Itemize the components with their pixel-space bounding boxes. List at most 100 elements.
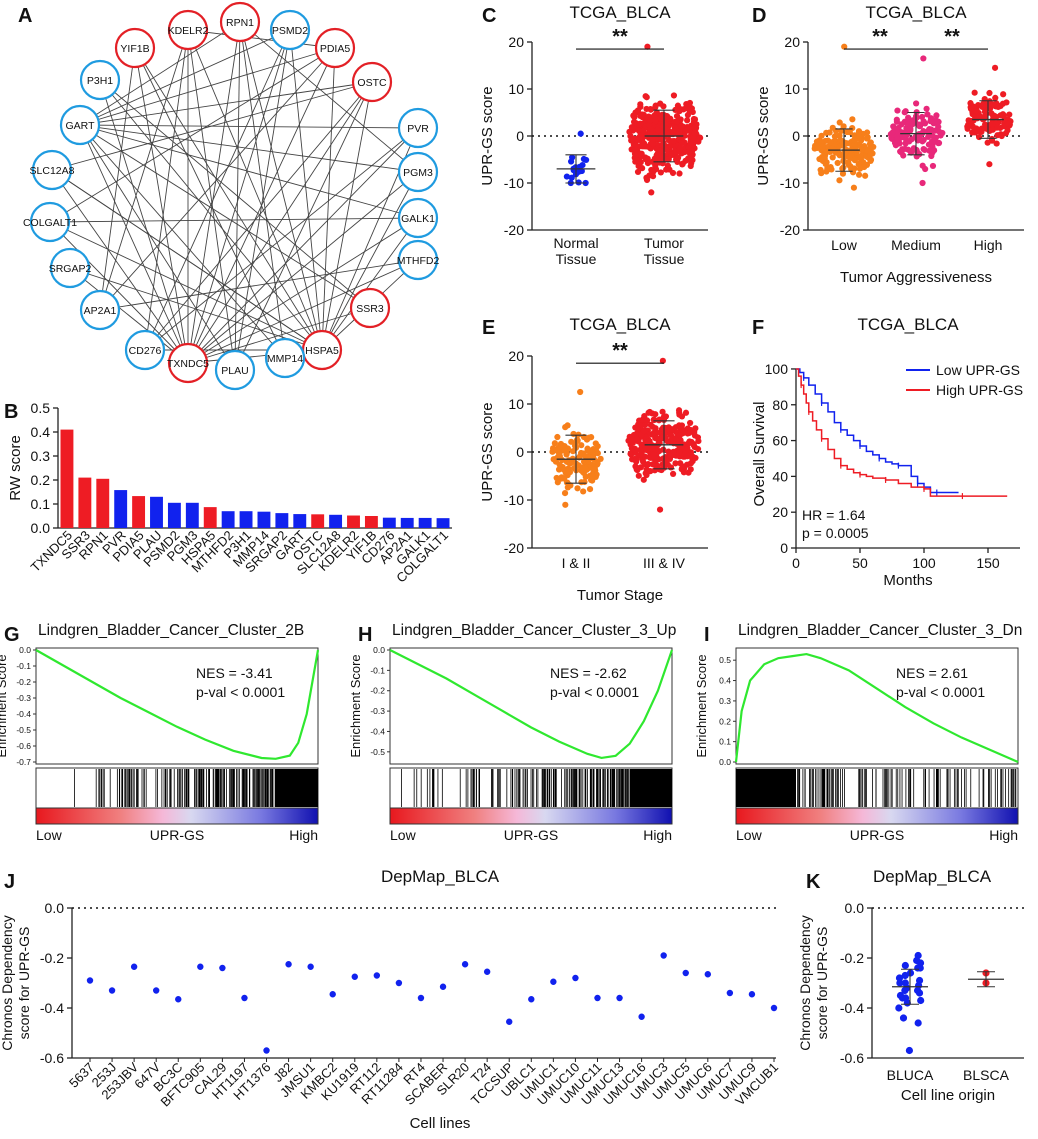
data-point bbox=[586, 486, 594, 493]
data-point bbox=[894, 136, 901, 143]
data-point bbox=[688, 105, 695, 112]
data-point bbox=[643, 176, 651, 184]
node-circle bbox=[79, 59, 121, 101]
nes-label: NES = -2.62 bbox=[550, 665, 627, 681]
data-point bbox=[616, 994, 623, 1002]
data-point bbox=[939, 129, 946, 137]
data-point bbox=[667, 143, 674, 150]
y-tick-label: -0.2 bbox=[40, 950, 64, 966]
data-point bbox=[972, 108, 979, 115]
y-axis-label: Chronos Dependencyscore for UPR-GS bbox=[0, 915, 32, 1050]
hazard-ratio: HR = 1.64 bbox=[802, 507, 866, 523]
data-point bbox=[858, 146, 865, 153]
y-tick-label: 0.0 bbox=[373, 645, 385, 655]
data-point bbox=[628, 436, 636, 443]
data-point bbox=[905, 114, 912, 121]
data-point bbox=[582, 156, 590, 164]
data-point bbox=[851, 141, 858, 148]
data-point bbox=[660, 952, 667, 959]
data-point bbox=[650, 429, 657, 436]
network-node: MTHFD2 bbox=[397, 239, 439, 281]
data-point bbox=[561, 447, 568, 454]
x-mid-label: UPR-GS bbox=[150, 827, 204, 843]
bar bbox=[132, 496, 146, 528]
node-circle bbox=[397, 197, 439, 239]
data-point bbox=[841, 43, 848, 50]
data-point bbox=[994, 132, 1001, 139]
hit-dense-region bbox=[276, 769, 318, 807]
data-point bbox=[580, 488, 587, 495]
chart-title: DepMap_BLCA bbox=[873, 867, 992, 886]
dot-group: High bbox=[964, 64, 1014, 253]
data-point bbox=[678, 425, 685, 432]
data-point bbox=[644, 43, 651, 50]
network-edge bbox=[51, 169, 323, 351]
data-point bbox=[687, 466, 694, 473]
data-point bbox=[914, 964, 922, 972]
network-edge bbox=[321, 171, 419, 351]
chart-title: Lindgren_Bladder_Cancer_Cluster_3_Up bbox=[392, 622, 676, 639]
node-label: P3H1 bbox=[87, 75, 113, 87]
data-point bbox=[219, 964, 226, 972]
data-point bbox=[814, 144, 821, 152]
data-point bbox=[551, 440, 558, 447]
network-edge bbox=[187, 259, 419, 364]
x-mid-label: UPR-GS bbox=[504, 827, 558, 843]
network-edge bbox=[79, 21, 241, 126]
data-point bbox=[639, 143, 646, 150]
b-y-tick-label: 0.4 bbox=[31, 424, 51, 440]
data-point bbox=[817, 166, 824, 174]
data-point bbox=[683, 461, 691, 468]
data-point bbox=[976, 133, 983, 141]
data-point bbox=[590, 465, 597, 473]
data-point bbox=[574, 436, 581, 444]
data-point bbox=[684, 111, 691, 119]
data-point bbox=[630, 112, 637, 119]
data-point bbox=[901, 109, 908, 116]
x-tick-label: Medium bbox=[891, 237, 941, 253]
y-label-line: Chronos Dependency bbox=[0, 915, 15, 1050]
data-point bbox=[528, 996, 535, 1003]
data-point bbox=[986, 89, 993, 97]
data-point bbox=[642, 444, 649, 452]
data-point bbox=[652, 104, 659, 111]
data-point bbox=[666, 452, 673, 459]
data-point bbox=[86, 977, 94, 984]
data-point bbox=[632, 142, 639, 149]
data-point bbox=[673, 118, 680, 125]
data-point bbox=[589, 477, 596, 484]
data-point bbox=[971, 89, 978, 96]
bar bbox=[400, 517, 414, 528]
data-point bbox=[905, 1046, 914, 1055]
data-point bbox=[1006, 111, 1013, 118]
bar bbox=[275, 513, 289, 528]
data-point bbox=[578, 442, 585, 449]
data-point bbox=[690, 137, 698, 144]
data-point bbox=[829, 154, 836, 161]
data-point bbox=[685, 149, 692, 156]
b-y-tick-label: 0.5 bbox=[31, 400, 51, 416]
panel-label: E bbox=[482, 317, 495, 339]
bar bbox=[257, 511, 271, 528]
data-point bbox=[633, 435, 640, 443]
network-node: PVR bbox=[397, 107, 439, 149]
data-point bbox=[574, 485, 581, 492]
data-point bbox=[652, 411, 659, 418]
data-point bbox=[988, 103, 995, 110]
x-low-label: Low bbox=[36, 827, 63, 843]
y-label-line: Chronos Dependency bbox=[797, 915, 813, 1050]
data-point bbox=[919, 138, 926, 145]
data-point bbox=[586, 448, 594, 455]
node-circle bbox=[219, 1, 261, 43]
data-point bbox=[631, 446, 639, 454]
data-point bbox=[682, 128, 689, 135]
panel-label: G bbox=[4, 624, 20, 646]
network-node: PLAU bbox=[214, 349, 256, 391]
data-point bbox=[851, 137, 859, 144]
data-point bbox=[672, 460, 679, 467]
data-point bbox=[652, 117, 659, 125]
data-point bbox=[659, 142, 666, 149]
D-y-tick-label: 0 bbox=[792, 128, 800, 144]
data-point bbox=[862, 172, 869, 179]
x-high-label: High bbox=[643, 827, 672, 843]
